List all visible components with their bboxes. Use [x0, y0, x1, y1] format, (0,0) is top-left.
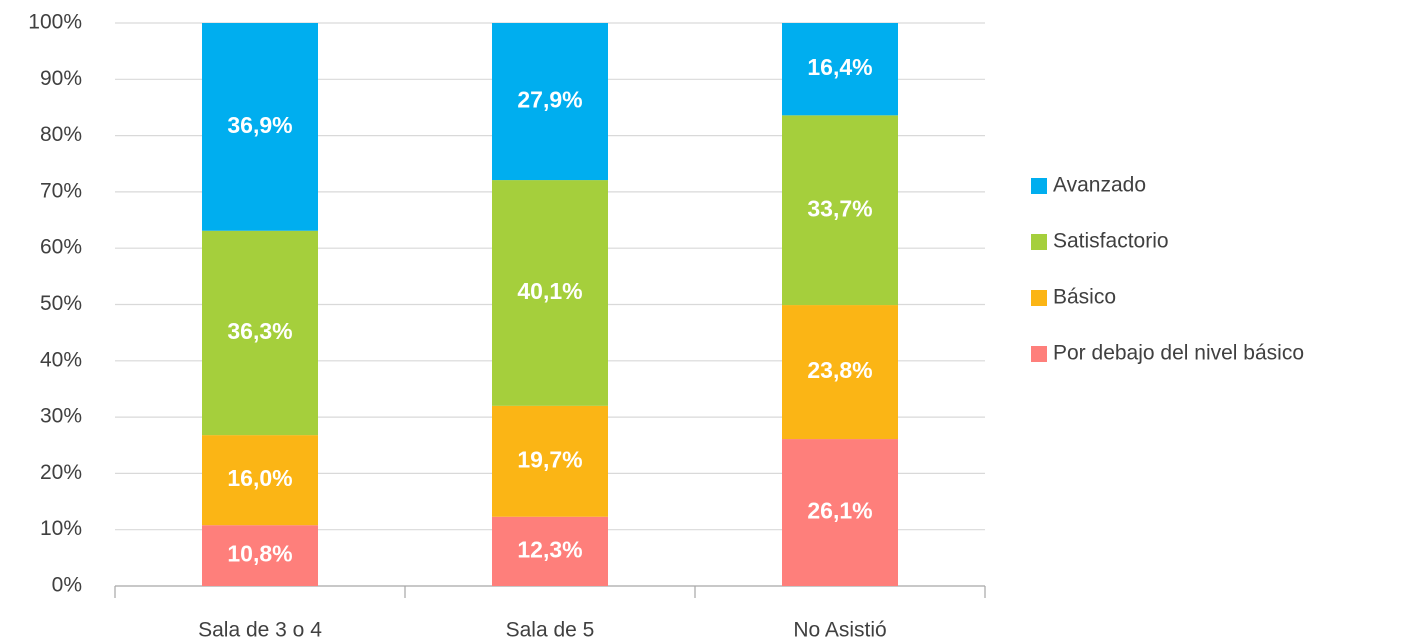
- x-tick-label: No Asistió: [793, 619, 886, 640]
- bar-segment: [492, 23, 608, 181]
- bar-segment: [782, 115, 898, 306]
- y-tick-label: 20%: [40, 461, 82, 484]
- data-label: 33,7%: [807, 195, 872, 221]
- data-label: 40,1%: [517, 278, 582, 304]
- bar-segment: [202, 435, 318, 526]
- x-tick-label: Sala de 5: [506, 619, 595, 640]
- data-label: 19,7%: [517, 446, 582, 472]
- legend-label: Avanzado: [1053, 174, 1146, 197]
- y-tick-label: 40%: [40, 348, 82, 371]
- legend-swatch: [1031, 346, 1047, 362]
- bar-segment: [202, 23, 318, 231]
- y-tick-label: 60%: [40, 236, 82, 259]
- bar-segment: [202, 230, 318, 436]
- y-tick-label: 80%: [40, 123, 82, 146]
- legend-swatch: [1031, 234, 1047, 250]
- y-tick-label: 30%: [40, 405, 82, 428]
- y-tick-label: 0%: [52, 574, 82, 597]
- legend-label: Por debajo del nivel básico: [1053, 342, 1304, 365]
- y-tick-label: 90%: [40, 67, 82, 90]
- data-label: 26,1%: [807, 498, 872, 524]
- legend-swatch: [1031, 178, 1047, 194]
- data-label: 36,3%: [227, 318, 292, 344]
- bar-segment: [782, 305, 898, 440]
- bar-segment: [492, 180, 608, 406]
- data-label: 36,9%: [227, 112, 292, 138]
- bar-segment: [202, 525, 318, 586]
- y-tick-label: 50%: [40, 292, 82, 315]
- x-tick-label: Sala de 3 o 4: [198, 619, 322, 640]
- bar-segment: [492, 405, 608, 517]
- data-label: 16,0%: [227, 465, 292, 491]
- y-tick-label: 70%: [40, 179, 82, 202]
- legend-swatch: [1031, 290, 1047, 306]
- bar-segment: [782, 23, 898, 116]
- data-label: 27,9%: [517, 87, 582, 113]
- data-label: 10,8%: [227, 541, 292, 567]
- data-label: 16,4%: [807, 54, 872, 80]
- y-tick-label: 100%: [28, 11, 82, 34]
- y-tick-label: 10%: [40, 517, 82, 540]
- data-label: 23,8%: [807, 357, 872, 383]
- bar-segment: [782, 439, 898, 586]
- legend-label: Satisfactorio: [1053, 230, 1169, 253]
- legend-label: Básico: [1053, 286, 1116, 309]
- data-label: 12,3%: [517, 536, 582, 562]
- bar-segment: [492, 516, 608, 586]
